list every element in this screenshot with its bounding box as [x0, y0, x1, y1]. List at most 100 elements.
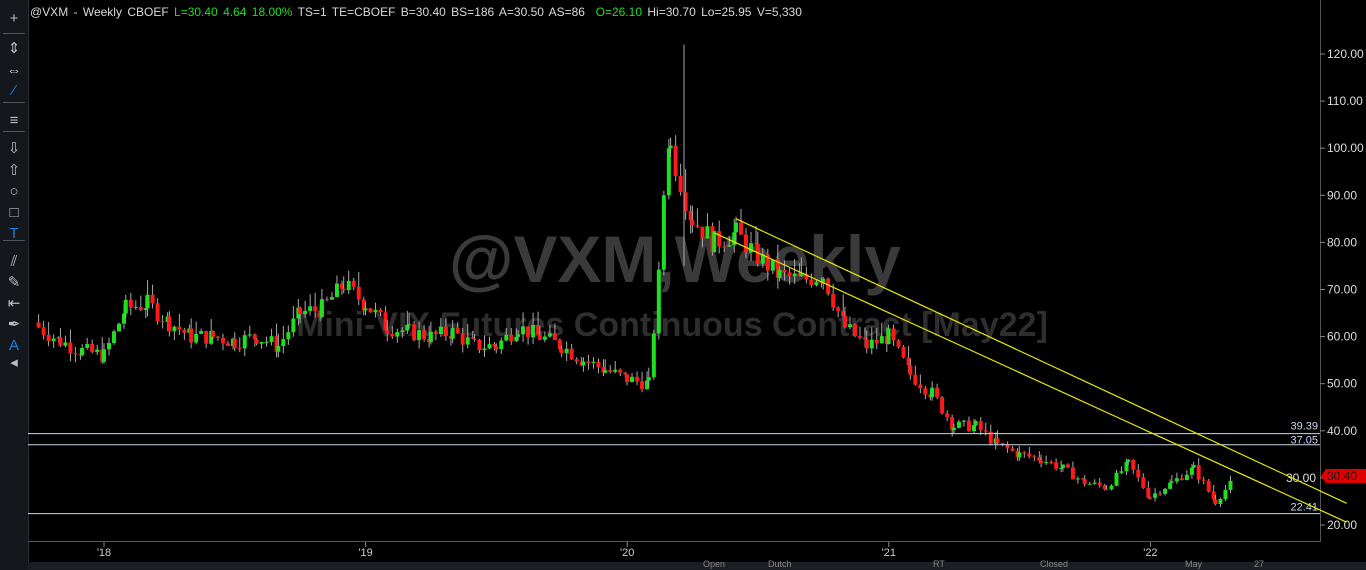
candle [95, 349, 100, 353]
candle [537, 334, 542, 340]
bottom-tab[interactable]: May [1185, 559, 1203, 569]
candle [1126, 459, 1131, 462]
bottom-tab[interactable]: Dutch [768, 559, 792, 569]
candle [1070, 467, 1075, 480]
candle [739, 222, 744, 235]
candle [150, 294, 155, 304]
arrow-up-icon[interactable]: ⇧ [7, 162, 21, 179]
y-tick-label: 80.00 [1327, 235, 1357, 249]
candle [1179, 478, 1184, 480]
candle [608, 370, 613, 372]
rectangle-icon[interactable]: □ [9, 204, 19, 221]
x-tick-label: '21 [882, 547, 896, 559]
candle [864, 339, 869, 349]
menu-icon[interactable]: ≡ [9, 112, 19, 129]
candle [509, 334, 514, 342]
ellipse-icon[interactable]: ○ [9, 183, 19, 200]
candle [1184, 474, 1189, 480]
candle [112, 331, 117, 343]
candle [760, 254, 765, 264]
low: Lo=25.95 [701, 5, 752, 19]
crosshair-icon[interactable]: + [9, 10, 19, 27]
candle [1114, 472, 1119, 486]
candle [472, 338, 477, 340]
bottom-tab[interactable]: 27 [1254, 559, 1265, 569]
candle [460, 333, 465, 345]
high: Hi=30.70 [647, 5, 696, 19]
candle [574, 359, 579, 362]
candle [683, 192, 688, 211]
time-axis-line [28, 541, 1320, 542]
bottom-tab[interactable]: Closed [1040, 559, 1069, 569]
candle [155, 303, 160, 322]
candle [63, 342, 68, 346]
candle [1148, 497, 1153, 499]
candle [656, 269, 661, 334]
candle [252, 334, 257, 340]
candle [754, 243, 759, 245]
snap-left-icon[interactable]: ⇤ [7, 295, 21, 312]
level-label: 37.05 [1290, 435, 1318, 447]
candle [966, 420, 971, 432]
ask-size: AS=86 [548, 5, 585, 19]
candle [782, 269, 787, 273]
pen-icon[interactable]: ✒ [7, 316, 21, 333]
candle [341, 288, 346, 291]
collapse-icon[interactable]: ◂ [10, 354, 18, 371]
candle [254, 339, 259, 344]
candle [547, 333, 552, 337]
candle [661, 195, 666, 270]
candle [988, 431, 993, 444]
candle [891, 328, 896, 341]
text-icon[interactable]: T [9, 225, 19, 242]
candle [623, 372, 628, 375]
candle [303, 310, 308, 315]
candle [443, 326, 448, 337]
candle [770, 259, 775, 271]
vertical-resize-icon[interactable]: ⇕ [7, 40, 21, 57]
candle [601, 367, 606, 373]
candle [276, 346, 281, 352]
candle [361, 299, 366, 311]
candle [400, 330, 405, 333]
candle [1027, 453, 1032, 457]
candle [1191, 465, 1196, 468]
bottom-tab[interactable]: RT [933, 559, 945, 569]
candle [700, 226, 705, 239]
candle [1141, 477, 1146, 488]
candle [101, 349, 106, 362]
candle [422, 330, 427, 339]
x-tick-label: '19 [358, 547, 372, 559]
candle [673, 145, 678, 176]
candle [1213, 499, 1218, 504]
candle [690, 220, 695, 226]
open: O=26.10 [595, 5, 643, 19]
y-tick-label: 90.00 [1327, 188, 1357, 202]
candle [138, 307, 143, 311]
candle [826, 278, 831, 294]
candle [521, 326, 526, 335]
bottom-tab[interactable]: Open [703, 559, 726, 569]
candle [940, 397, 945, 414]
parallel-lines-icon[interactable]: ⫽ [10, 253, 18, 270]
candle [1087, 483, 1092, 485]
arrow-down-icon[interactable]: ⇩ [7, 140, 21, 157]
trendline-icon[interactable]: ⁄ [12, 82, 16, 99]
candle [951, 427, 956, 431]
candle [581, 361, 586, 366]
candle [405, 324, 410, 331]
candle [80, 347, 85, 356]
candle [542, 336, 547, 340]
candle [950, 417, 955, 431]
trendline [714, 232, 1347, 523]
candle [487, 344, 492, 349]
candle [1054, 462, 1059, 469]
candle [1104, 489, 1109, 491]
horizontal-resize-icon[interactable]: ⇔ [6, 62, 22, 79]
text-label-icon[interactable]: A [8, 337, 19, 354]
remove-drawings-icon[interactable]: ✎ [7, 274, 21, 291]
candle [536, 325, 541, 335]
y-tick-label: 100.00 [1327, 141, 1364, 155]
candle [765, 254, 770, 271]
